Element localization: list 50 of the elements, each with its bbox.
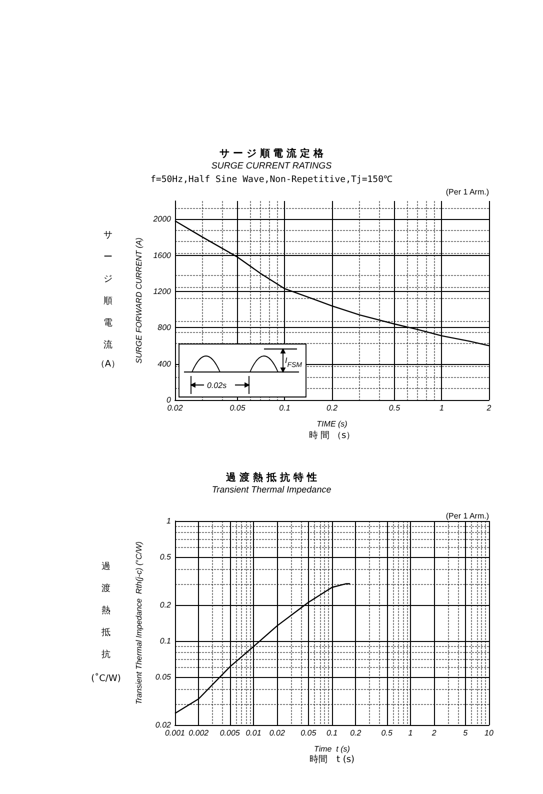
x-tick-label: 0.5: [388, 404, 401, 412]
x-tick-label: 0.05: [230, 404, 246, 412]
y-tick-label: 800: [158, 323, 172, 332]
chart-subtitle: SURGE CURRENT RATINGS: [211, 160, 332, 170]
x-axis-title: TIME (s): [316, 420, 348, 428]
text: （A）: [96, 360, 120, 370]
y-tick-label: 2000: [152, 214, 172, 224]
annotation: I$_{FSM}$: [285, 356, 302, 368]
text: (˚C/W): [91, 673, 121, 684]
y-tick-label: 1: [166, 516, 171, 526]
x-tick-label: 0.005: [220, 728, 240, 738]
chart-title: 過 渡 熱 抵 抗 特 性: [225, 472, 317, 484]
y-tick-label: 0.5: [160, 552, 172, 562]
y-tick-label: 400: [158, 359, 172, 368]
x-tick-label: 2: [430, 728, 437, 738]
y-tick-label: 0.02: [155, 720, 172, 730]
x-tick-label: 2: [486, 404, 492, 412]
x-tick-label: 0.002: [188, 728, 210, 738]
text: (Per 1 Arm.): [446, 188, 490, 196]
y-tick-label: 0: [166, 396, 172, 404]
y-tick-label: 1200: [153, 286, 172, 296]
x-axis-title: Time t (s): [314, 744, 350, 754]
annotation: 0.02s: [207, 381, 227, 390]
x-tick-label: 0.1: [326, 728, 338, 738]
y-axis-title: SURGE FORWARD CURRENT (A): [134, 237, 144, 364]
x-tick-label: 0.001: [164, 728, 186, 738]
x-tick-label: 5: [463, 728, 468, 738]
chart-subtitle: Transient Thermal Impedance: [212, 484, 332, 494]
text: 時間 t (s): [309, 754, 355, 765]
y-tick-label: 0.1: [160, 636, 171, 646]
text: 過渡熱抵抗: [102, 562, 110, 660]
text: サージ順電流: [104, 230, 112, 350]
x-tick-label: 1: [408, 728, 413, 738]
x-tick-label: 0.02: [269, 728, 286, 738]
x-tick-label: 0.05: [300, 728, 317, 738]
text: f=50Hz,Half Sine Wave,Non-Repetitive,Tj=150℃: [150, 175, 392, 185]
x-tick-label: 0.1: [279, 404, 290, 412]
y-tick-label: 1600: [153, 250, 172, 260]
x-tick-label: 0.2: [350, 728, 362, 738]
text: 時 間 （s）: [308, 430, 356, 441]
y-tick-label: 0.05: [155, 672, 172, 682]
y-tick-label: 0.2: [160, 600, 172, 610]
text: (Per 1 Arm.): [446, 512, 490, 520]
y-axis-title: Transient Thermal Impedance Rth(j-c) (°C/W): [134, 541, 144, 705]
x-tick-label: 1: [440, 404, 444, 412]
chart-title: サ ー ジ 順 電 流 定 格: [219, 148, 325, 160]
x-tick-label: 0.01: [246, 728, 262, 738]
x-tick-label: 0.2: [326, 404, 338, 412]
x-tick-label: 0.5: [381, 728, 393, 738]
x-tick-label: 10: [484, 728, 494, 738]
